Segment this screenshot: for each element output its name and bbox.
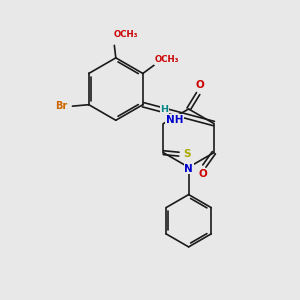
Text: OCH₃: OCH₃ xyxy=(154,55,179,64)
Text: O: O xyxy=(199,169,207,179)
Text: OCH₃: OCH₃ xyxy=(113,31,138,40)
Text: Br: Br xyxy=(55,101,67,111)
Text: O: O xyxy=(195,80,204,90)
Text: NH: NH xyxy=(166,115,184,125)
Text: N: N xyxy=(184,164,193,174)
Text: S: S xyxy=(183,149,191,159)
Text: H: H xyxy=(160,105,168,114)
